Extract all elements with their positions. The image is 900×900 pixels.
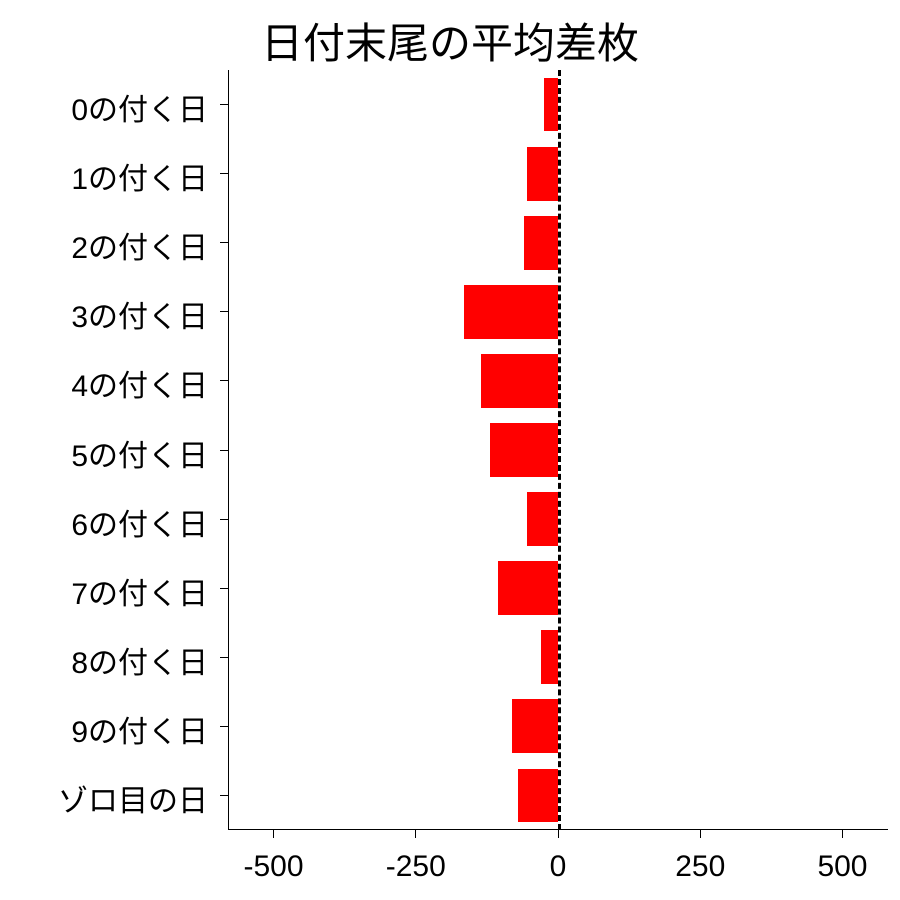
x-axis-tick (273, 830, 274, 838)
y-axis-label: 8の付く日 (71, 638, 208, 682)
zero-reference-line (558, 70, 561, 830)
y-axis-label: 1の付く日 (71, 154, 208, 198)
bar (498, 561, 558, 615)
x-axis-tick (700, 830, 701, 838)
y-axis-label: ゾロ目の日 (58, 776, 208, 820)
x-axis-label: 0 (508, 850, 608, 884)
y-axis-label: 5の付く日 (71, 431, 208, 475)
y-axis-tick (220, 311, 228, 312)
y-axis-tick (220, 657, 228, 658)
y-axis-tick (220, 726, 228, 727)
x-axis-tick (842, 830, 843, 838)
y-axis-label: 6の付く日 (71, 500, 208, 544)
x-axis-label: -250 (366, 850, 466, 884)
bar (527, 492, 558, 546)
y-axis-label: 3の付く日 (71, 292, 208, 336)
y-axis-line (228, 70, 229, 830)
x-axis-label: 500 (792, 850, 892, 884)
chart-title: 日付末尾の平均差枚 (0, 10, 900, 71)
bar (512, 699, 558, 753)
y-axis-tick (220, 173, 228, 174)
bar (518, 769, 558, 823)
y-axis-label: 2の付く日 (71, 223, 208, 267)
y-axis-tick (220, 380, 228, 381)
plot-area (228, 70, 888, 830)
bar (481, 354, 558, 408)
y-axis-label: 7の付く日 (71, 569, 208, 613)
y-axis-tick (220, 519, 228, 520)
x-axis-tick (415, 830, 416, 838)
x-axis-tick (558, 830, 559, 838)
chart-container: 日付末尾の平均差枚 0の付く日 1の付く日 2の付く日 3の付く日 4の付く日 5の付く日… (0, 0, 900, 900)
x-axis-label: 250 (650, 850, 750, 884)
bar (527, 147, 558, 201)
bar (490, 423, 558, 477)
y-axis-tick (220, 588, 228, 589)
bar (541, 630, 558, 684)
y-axis-tick (220, 450, 228, 451)
bar (544, 78, 558, 132)
y-axis-label: 0の付く日 (71, 85, 208, 129)
y-axis-label: 4の付く日 (71, 361, 208, 405)
y-axis-tick (220, 242, 228, 243)
y-axis-label: 9の付く日 (71, 707, 208, 751)
bar (464, 285, 558, 339)
y-axis-tick (220, 795, 228, 796)
y-axis-tick (220, 104, 228, 105)
x-axis-label: -500 (224, 850, 324, 884)
bar (524, 216, 558, 270)
